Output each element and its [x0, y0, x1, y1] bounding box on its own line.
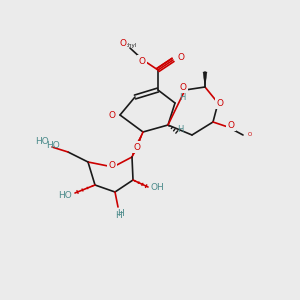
Text: H: H [179, 94, 185, 103]
Text: O: O [109, 110, 116, 119]
Text: OH: OH [150, 182, 164, 191]
Text: H: H [115, 211, 122, 220]
Text: H: H [177, 124, 183, 134]
Text: O: O [119, 38, 126, 47]
Text: methyl: methyl [117, 43, 136, 47]
Text: H: H [117, 209, 123, 218]
Text: O: O [109, 161, 116, 170]
Text: O: O [139, 56, 145, 65]
Text: HO: HO [46, 140, 60, 149]
Text: O: O [227, 121, 235, 130]
Text: O: O [134, 142, 140, 152]
Text: O: O [178, 53, 184, 62]
Polygon shape [133, 132, 143, 151]
Polygon shape [132, 149, 136, 157]
Text: O: O [248, 133, 252, 137]
Text: HO: HO [58, 191, 72, 200]
Polygon shape [203, 72, 207, 87]
Text: HO: HO [35, 137, 49, 146]
Text: O: O [179, 82, 187, 91]
Text: O: O [217, 98, 224, 107]
